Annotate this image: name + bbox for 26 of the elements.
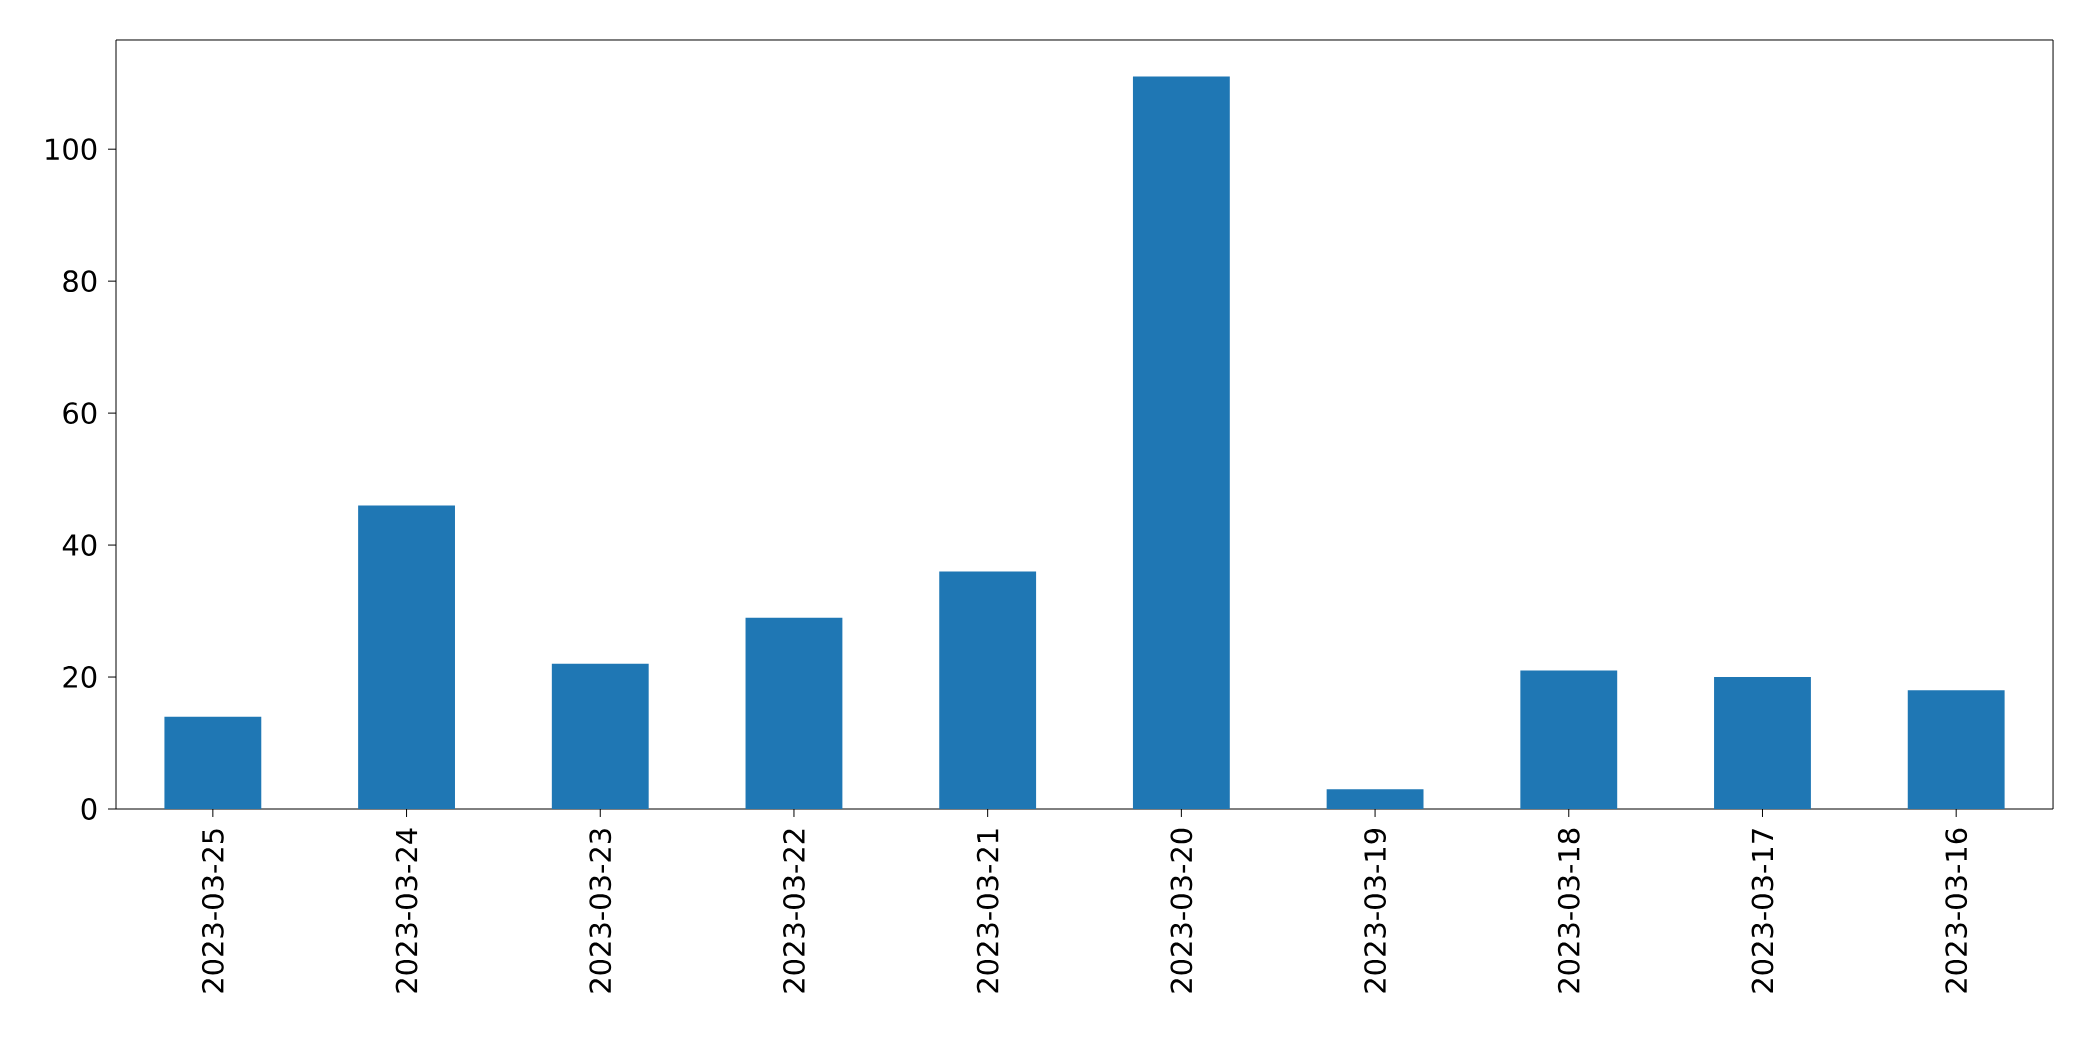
bar: [1520, 670, 1618, 809]
y-tick-label: 60: [63, 402, 97, 425]
y-tick-label: 20: [63, 666, 97, 688]
bar: [551, 663, 649, 809]
x-tick-label: 2023-03-21: [976, 829, 999, 993]
x-tick-label: 2023-03-17: [1751, 829, 1774, 993]
y-tick-label: 80: [63, 270, 97, 293]
x-tick-label: 2023-03-16: [1945, 828, 1968, 993]
y-tick-label: 0: [81, 798, 97, 820]
x-tick-label: 2023-03-22: [783, 829, 805, 993]
x-tick-label: 2023-03-19: [1364, 828, 1386, 993]
bar: [939, 571, 1037, 809]
bar: [745, 617, 843, 809]
bar: [1326, 789, 1424, 809]
y-tick-label: 100: [46, 138, 97, 161]
x-tick-label: 2023-03-20: [1170, 828, 1193, 993]
bar: [164, 716, 262, 809]
y-tick-label: 40: [62, 534, 97, 556]
bar: [1907, 690, 2005, 809]
bar: [1714, 677, 1811, 809]
x-tick-label: 2023-03-18: [1557, 828, 1580, 993]
bar: [1132, 76, 1230, 809]
x-tick-label: 2023-03-25: [201, 829, 224, 993]
x-tick-label: 2023-03-24: [395, 828, 418, 993]
x-tick-label: 2023-03-23: [589, 829, 612, 993]
bar: [358, 505, 455, 809]
